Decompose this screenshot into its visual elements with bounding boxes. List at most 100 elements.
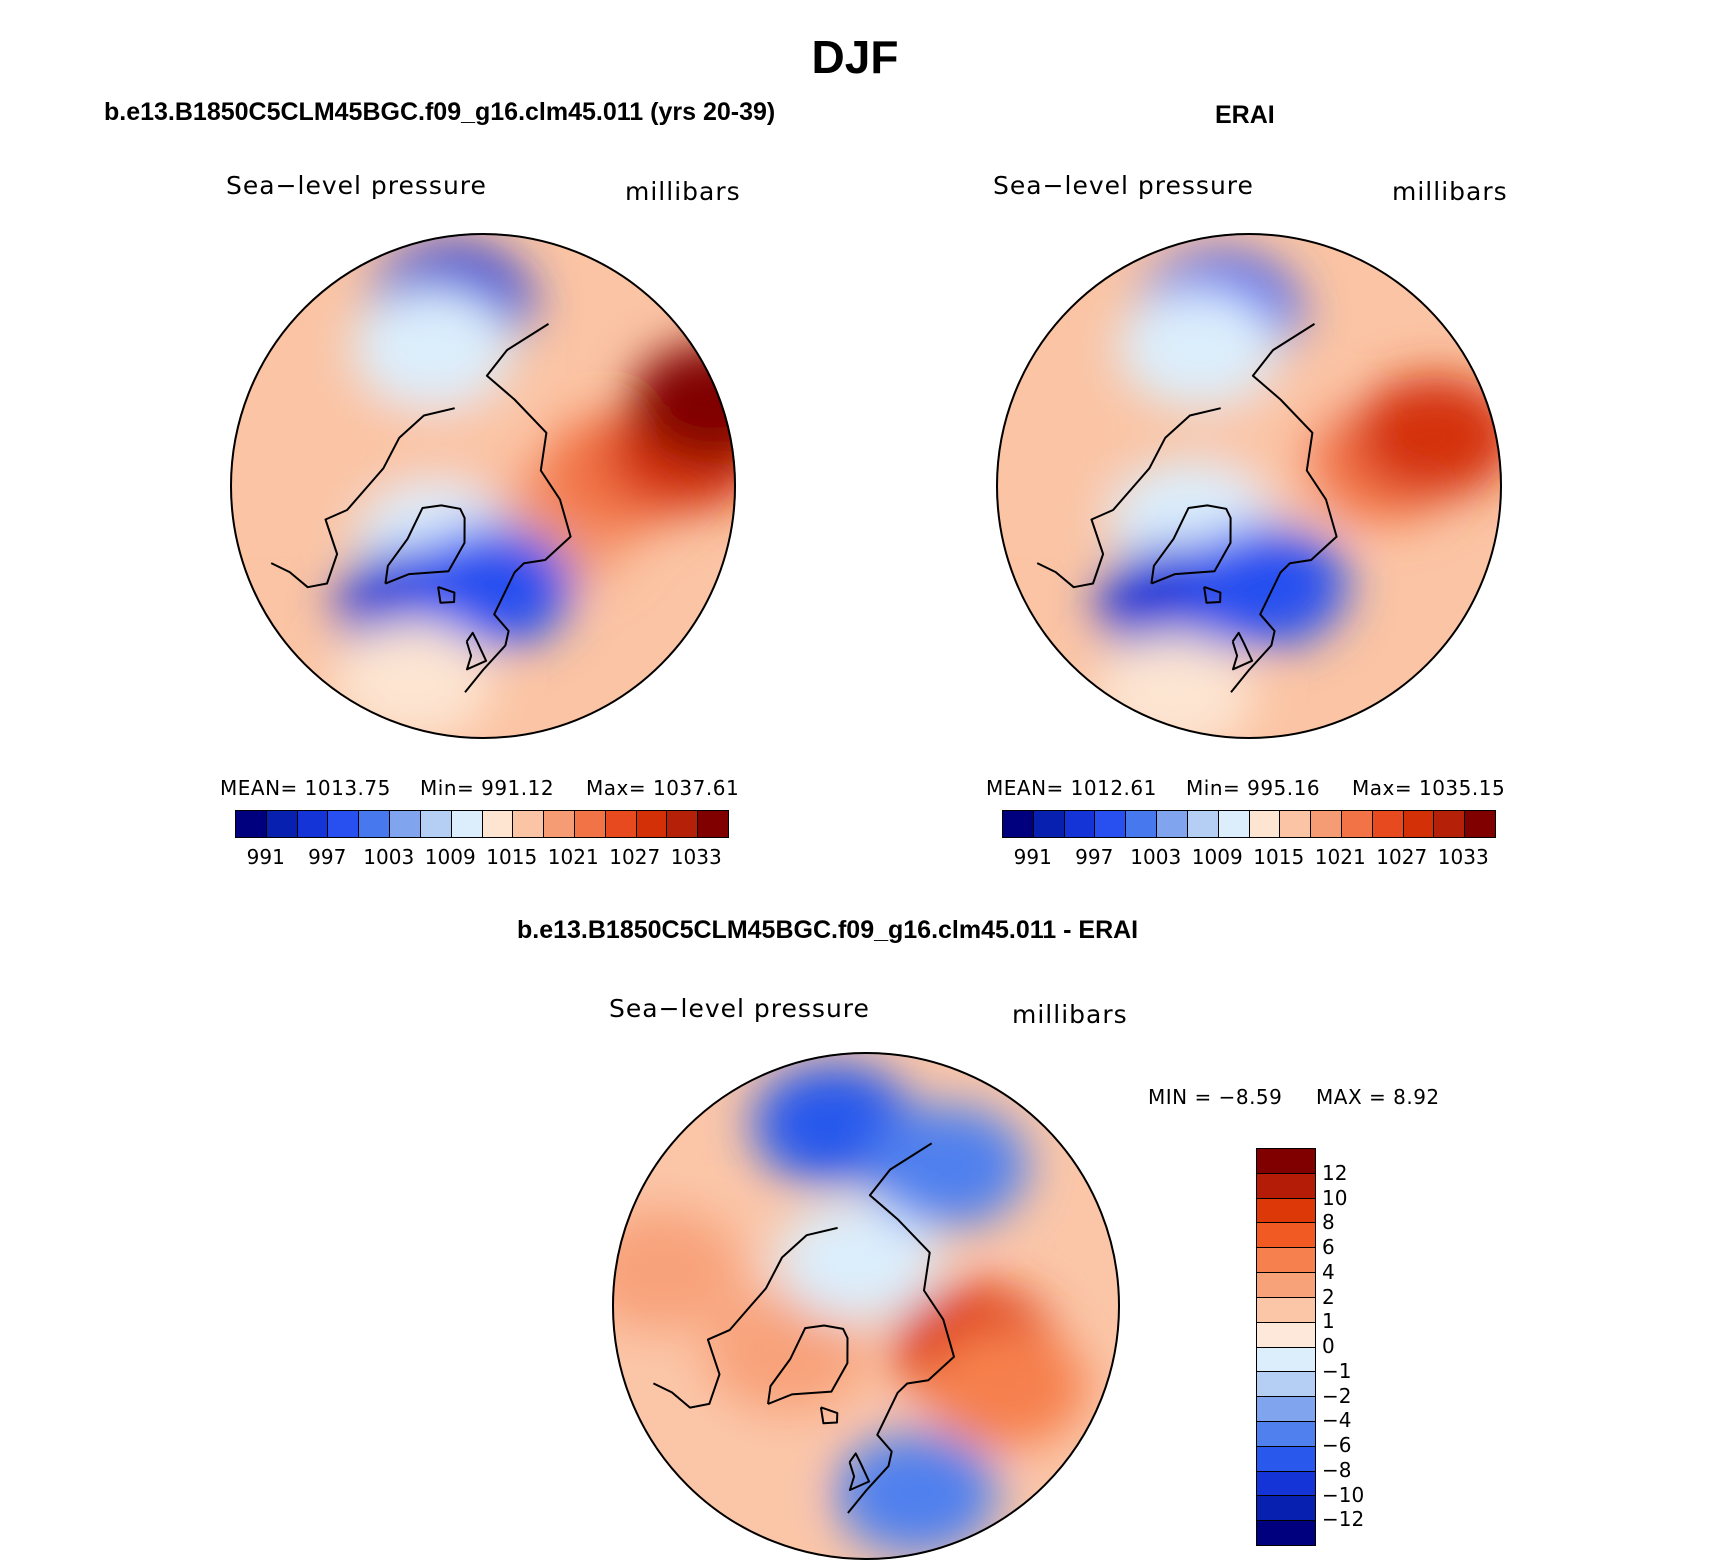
coastline xyxy=(1231,631,1254,671)
obs-colorbar-swatch xyxy=(1033,811,1065,837)
map-boundary xyxy=(996,233,1502,739)
model-colorbar-tick-label: 1027 xyxy=(609,845,661,869)
coastline xyxy=(652,1226,838,1409)
model-colorbar-swatch xyxy=(513,811,545,837)
pressure-anomaly-blob xyxy=(996,385,1104,507)
coastline xyxy=(848,1452,871,1491)
diff-colorbar-swatch xyxy=(1257,1347,1315,1373)
coastline xyxy=(1203,585,1222,604)
model-colorbar-swatch xyxy=(266,811,298,837)
obs-colorbar-tick-label: 1015 xyxy=(1253,845,1305,869)
obs-colorbar-labels: 991 997 1003 1009 1015 1021 1027 1033 xyxy=(1002,845,1494,871)
model-colorbar-swatch xyxy=(236,811,267,837)
model-polar-map xyxy=(230,233,736,739)
model-colorbar-swatch xyxy=(544,811,575,837)
pressure-anomaly-blob xyxy=(410,526,573,648)
diff-colorbar-swatch xyxy=(1257,1149,1315,1174)
map-boundary xyxy=(230,233,736,739)
diff-colorbar-tick-label: −6 xyxy=(1322,1433,1352,1457)
diff-colorbar-swatch xyxy=(1257,1372,1315,1398)
obs-variable-label: Sea−level pressure xyxy=(993,171,1254,200)
coastline xyxy=(1036,407,1221,589)
coastline xyxy=(819,1406,839,1425)
obs-units-label: millibars xyxy=(1392,177,1508,206)
obs-colorbar-swatch xyxy=(1218,811,1250,837)
diff-colorbar-swatch xyxy=(1257,1471,1315,1497)
diff-colorbar-tick-label: −2 xyxy=(1322,1383,1352,1408)
diff-colorbar-tick-label: 4 xyxy=(1322,1259,1335,1284)
obs-colorbar-tick-label: 1027 xyxy=(1376,845,1428,869)
obs-colorbar xyxy=(1002,810,1496,838)
model-colorbar-swatch xyxy=(605,811,637,837)
diff-colorbar-swatch xyxy=(1257,1173,1315,1199)
coastline xyxy=(847,1142,955,1514)
diff-colorbar-tick-label: −12 xyxy=(1322,1507,1365,1532)
model-max-stat: Max= 1037.61 xyxy=(586,776,740,800)
model-mean-stat: MEAN= 1013.75 xyxy=(220,776,391,800)
model-units-label: millibars xyxy=(625,177,741,206)
diff-colorbar-swatch xyxy=(1257,1223,1315,1249)
obs-colorbar-swatch xyxy=(1280,811,1312,837)
obs-colorbar-swatch xyxy=(1403,811,1435,837)
pressure-anomaly-blob xyxy=(636,1421,799,1544)
diff-colorbar-tick-label: −10 xyxy=(1322,1482,1365,1507)
model-colorbar-swatch xyxy=(482,811,514,837)
model-panel-title: b.e13.B1850C5CLM45BGC.f09_g16.clm45.011 … xyxy=(104,98,776,126)
obs-panel-title: ERAI xyxy=(1215,101,1275,129)
coastline xyxy=(384,504,466,585)
diff-colorbar-tick-label: 8 xyxy=(1322,1210,1335,1235)
diff-variable-label: Sea−level pressure xyxy=(609,994,870,1023)
pressure-anomaly-blob xyxy=(230,385,338,507)
coastline xyxy=(1150,504,1232,585)
model-colorbar-labels: 991 997 1003 1009 1015 1021 1027 1033 xyxy=(235,845,727,871)
obs-colorbar-swatch xyxy=(1003,811,1034,837)
obs-max-stat: Max= 1035.15 xyxy=(1352,776,1506,800)
obs-colorbar-swatch xyxy=(1157,811,1188,837)
diff-colorbar-swatch xyxy=(1257,1446,1315,1472)
diff-colorbar-tick-label: −8 xyxy=(1322,1457,1352,1482)
model-colorbar-swatch xyxy=(328,811,360,837)
pressure-anomaly-blob xyxy=(612,1208,743,1331)
obs-colorbar-tick-label: 991 xyxy=(1013,845,1052,869)
obs-colorbar-tick-label: 1003 xyxy=(1130,845,1182,869)
diff-colorbar-tick-label: 0 xyxy=(1322,1334,1335,1358)
pressure-anomaly-blob xyxy=(704,1291,868,1414)
obs-colorbar-tick-label: 1009 xyxy=(1191,845,1243,869)
diff-colorbar-tick-label: −4 xyxy=(1322,1408,1352,1433)
obs-colorbar-swatch xyxy=(1187,811,1219,837)
obs-colorbar-swatch xyxy=(1341,811,1373,837)
diff-colorbar-tick-label: 2 xyxy=(1322,1284,1335,1309)
diff-min-stat: MIN = −8.59 xyxy=(1148,1085,1283,1109)
model-colorbar-swatch xyxy=(297,811,329,837)
model-colorbar-swatch xyxy=(451,811,483,837)
diff-colorbar-swatch xyxy=(1257,1496,1315,1522)
model-colorbar-tick-label: 1033 xyxy=(670,845,722,869)
diff-colorbar-swatch xyxy=(1257,1421,1315,1447)
diff-colorbar-tick-label: 10 xyxy=(1322,1185,1348,1210)
model-colorbar-swatch xyxy=(390,811,421,837)
model-colorbar-swatch xyxy=(667,811,699,837)
diff-colorbar-swatch xyxy=(1257,1297,1315,1323)
diff-units-label: millibars xyxy=(1012,1000,1128,1029)
pressure-anomaly-blob xyxy=(924,1325,1088,1448)
pressure-anomaly-blob xyxy=(351,286,514,409)
model-variable-label: Sea−level pressure xyxy=(226,171,487,200)
coastline xyxy=(437,585,456,604)
diff-colorbar-swatch xyxy=(1257,1248,1315,1274)
model-colorbar-swatch xyxy=(698,811,728,837)
obs-min-stat: Min= 995.16 xyxy=(1186,776,1321,800)
pressure-anomaly-blob xyxy=(1117,286,1280,409)
obs-colorbar-swatch xyxy=(1126,811,1158,837)
obs-colorbar-swatch xyxy=(1095,811,1127,837)
pressure-anomaly-blob xyxy=(834,1432,998,1555)
diff-colorbar-swatch xyxy=(1257,1397,1315,1422)
model-colorbar-tick-label: 1003 xyxy=(363,845,415,869)
model-colorbar-swatch xyxy=(574,811,606,837)
model-colorbar-tick-label: 997 xyxy=(308,845,347,869)
diff-colorbar-swatch xyxy=(1257,1273,1315,1298)
obs-polar-map xyxy=(996,233,1502,739)
diff-colorbar-tick-label: 1 xyxy=(1322,1309,1335,1334)
diff-colorbar-swatch xyxy=(1257,1322,1315,1348)
figure-title: DJF xyxy=(811,31,899,83)
model-colorbar-swatch xyxy=(636,811,668,837)
